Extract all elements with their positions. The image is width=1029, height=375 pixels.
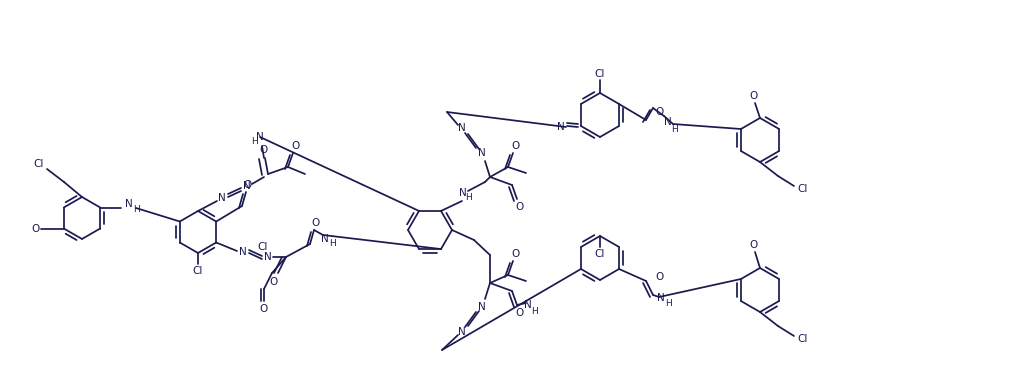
Text: N: N [478, 302, 486, 312]
Text: H: H [532, 306, 538, 315]
Text: N: N [459, 188, 467, 198]
Text: N: N [239, 247, 247, 257]
Text: N: N [458, 123, 466, 133]
Text: O: O [749, 240, 757, 250]
Text: O: O [514, 202, 523, 212]
Text: O: O [510, 249, 519, 259]
Text: O: O [291, 141, 299, 151]
Text: O: O [654, 272, 663, 282]
Text: N: N [218, 193, 226, 203]
Text: O: O [749, 91, 757, 101]
Text: H: H [672, 124, 678, 134]
Text: O: O [259, 145, 268, 155]
Text: Cl: Cl [192, 266, 203, 276]
Text: O: O [270, 277, 278, 287]
Text: Cl: Cl [595, 69, 605, 79]
Text: O: O [655, 107, 664, 117]
Text: Cl: Cl [797, 184, 808, 194]
Text: H: H [328, 240, 335, 249]
Text: H: H [252, 138, 258, 147]
Text: N: N [264, 252, 272, 262]
Text: N: N [658, 293, 665, 303]
Text: Cl: Cl [258, 242, 269, 252]
Text: Cl: Cl [797, 334, 808, 344]
Text: O: O [31, 224, 39, 234]
Text: H: H [465, 192, 471, 201]
Text: N: N [524, 300, 532, 310]
Text: Cl: Cl [34, 159, 44, 169]
Text: H: H [665, 300, 672, 309]
Text: N: N [458, 327, 466, 337]
Text: O: O [244, 180, 252, 190]
Text: O: O [259, 304, 268, 314]
Text: O: O [514, 308, 523, 318]
Text: N: N [557, 122, 565, 132]
Text: Cl: Cl [595, 249, 605, 259]
Text: O: O [312, 218, 320, 228]
Text: N: N [243, 181, 251, 191]
Text: N: N [478, 148, 486, 158]
Text: N: N [126, 199, 133, 209]
Text: N: N [256, 132, 263, 142]
Text: H: H [133, 206, 139, 214]
Text: N: N [664, 117, 672, 127]
Text: N: N [321, 234, 329, 244]
Text: O: O [510, 141, 519, 151]
